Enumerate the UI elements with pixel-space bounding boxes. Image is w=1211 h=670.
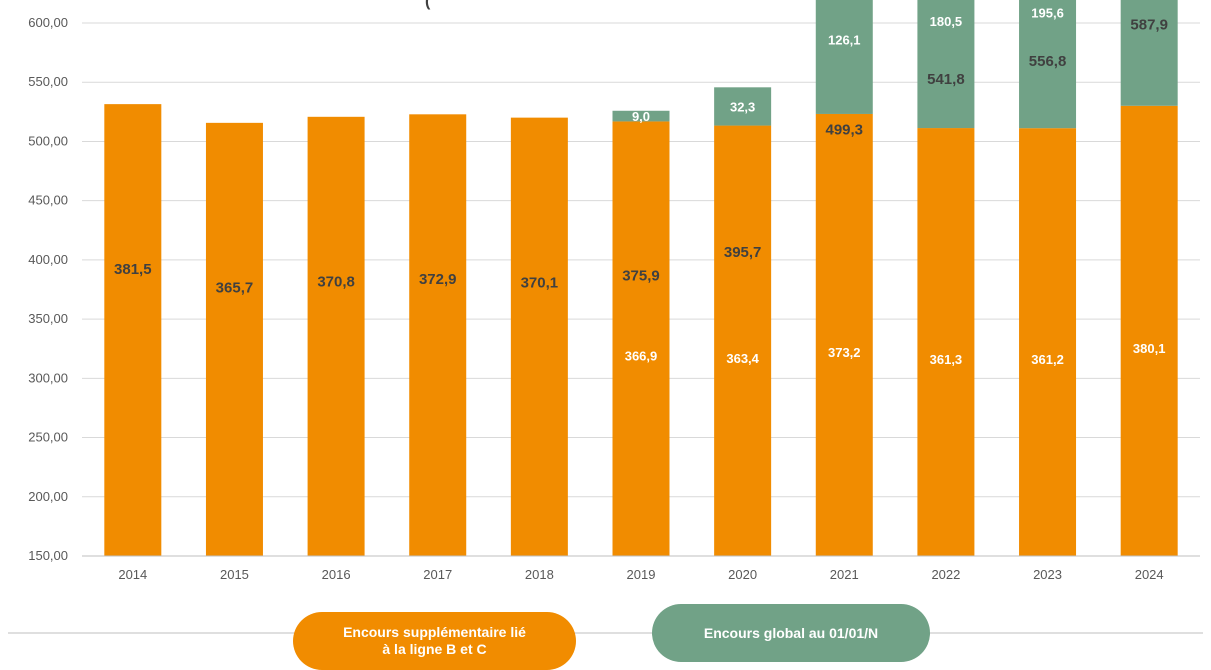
- y-tick-label-3: 300,00: [28, 370, 68, 385]
- y-tick-label-5: 400,00: [28, 252, 68, 267]
- total-label-2023: 556,8: [1029, 53, 1067, 70]
- segment-label-2023-series-0: 361,2: [1031, 352, 1064, 367]
- y-tick-label-9: 600,00: [28, 15, 68, 30]
- x-tick-label-2020: 2020: [728, 567, 757, 582]
- total-label-2022: 541,8: [927, 71, 965, 88]
- bar-2024-series-1: [1120, 0, 1178, 106]
- bars: 381,5 365,7 370,8 372,9 370,1 366,9 9,0 375,9 36…: [104, 0, 1178, 557]
- x-tick-label-2015: 2015: [220, 567, 249, 582]
- bar-2024-series-0: [1120, 105, 1178, 556]
- segment-label-2021-series-0: 373,2: [828, 345, 861, 360]
- bar-2021-series-0: [815, 113, 873, 556]
- y-tick-label-7: 500,00: [28, 133, 68, 148]
- legend-green-label: Encours global au 01/01/N: [703, 624, 879, 641]
- y-tick-label-2: 250,00: [28, 430, 68, 445]
- legend-item-orange: Encours supplémentaire lié à la ligne B …: [293, 612, 576, 670]
- segment-label-2020-series-0: 363,4: [726, 351, 759, 366]
- segment-label-2021-series-1: 126,1: [828, 32, 861, 47]
- bar-2017-series-0: [409, 114, 467, 556]
- x-tick-label-2024: 2024: [1135, 567, 1164, 582]
- bar-2019-series-0: [612, 121, 670, 556]
- x-tick-label-2023: 2023: [1033, 567, 1062, 582]
- bar-2015-series-0: [205, 122, 263, 556]
- segment-label-2020-series-1: 32,3: [730, 99, 755, 114]
- segment-label-2022-series-1: 180,5: [930, 14, 963, 29]
- bar-2021-series-1: [815, 0, 873, 114]
- chart-title-open: (: [425, 0, 431, 10]
- x-tick-label-2019: 2019: [627, 567, 656, 582]
- x-tick-label-2021: 2021: [830, 567, 859, 582]
- legend-orange-label-line2: à la ligne B et C: [382, 641, 487, 657]
- segment-label-2023-series-1: 195,6: [1031, 5, 1064, 20]
- segment-label-2022-series-0: 361,3: [930, 352, 963, 367]
- y-tick-label-8: 550,00: [28, 74, 68, 89]
- bar-2022-series-0: [917, 128, 975, 556]
- x-axis: 2014 2015 2016 2017 2018 2019 2020 2021 2022 2023…: [82, 555, 1200, 582]
- bar-2018-series-0: [510, 117, 568, 556]
- bar-2022-series-1: [917, 0, 975, 129]
- total-label-2017: 372,9: [419, 271, 457, 288]
- y-tick-label-0: 150,00: [28, 548, 68, 563]
- total-label-2024: 587,9: [1130, 16, 1168, 33]
- segment-label-2019-series-0: 366,9: [625, 349, 658, 364]
- total-label-2015: 365,7: [216, 280, 254, 297]
- total-label-2021: 499,3: [825, 121, 863, 138]
- y-tick-label-1: 200,00: [28, 489, 68, 504]
- bar-2019-series-1: [612, 110, 670, 122]
- y-axis: 150,00 200,00 250,00 300,00 350,00 400,00 450,…: [28, 15, 68, 563]
- total-label-2016: 370,8: [317, 273, 355, 290]
- segment-label-2024-series-0: 380,1: [1133, 341, 1166, 356]
- x-tick-label-2014: 2014: [118, 567, 147, 582]
- bar-2023-series-1: [1019, 0, 1077, 129]
- bar-2020-series-0: [714, 125, 772, 557]
- bar-2023-series-0: [1019, 128, 1077, 557]
- bar-2020-series-1: [714, 87, 772, 126]
- total-label-2018: 370,1: [521, 274, 559, 291]
- segment-label-2019-series-1: 9,0: [632, 109, 650, 124]
- y-tick-label-6: 450,00: [28, 193, 68, 208]
- total-label-2019: 375,9: [622, 267, 660, 284]
- x-tick-label-2022: 2022: [931, 567, 960, 582]
- total-label-2014: 381,5: [114, 261, 152, 278]
- legend-item-green: Encours global au 01/01/N: [652, 604, 930, 662]
- x-tick-label-2016: 2016: [322, 567, 351, 582]
- total-label-2020: 395,7: [724, 244, 762, 261]
- bar-2016-series-0: [307, 116, 365, 557]
- bar-2014-series-0: [104, 104, 162, 556]
- x-tick-label-2017: 2017: [423, 567, 452, 582]
- legend-orange-label-line1: Encours supplémentaire lié: [343, 624, 526, 640]
- y-tick-label-4: 350,00: [28, 311, 68, 326]
- x-tick-label-2018: 2018: [525, 567, 554, 582]
